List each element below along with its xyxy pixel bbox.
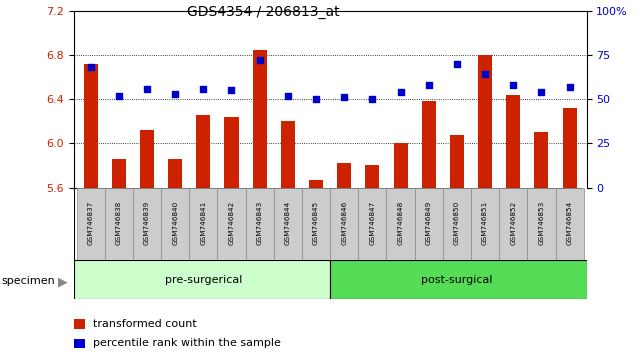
Text: GSM746844: GSM746844 <box>285 200 291 245</box>
Point <box>537 89 547 95</box>
Bar <box>112 159 126 188</box>
Bar <box>274 188 302 260</box>
Text: GSM746853: GSM746853 <box>538 200 544 245</box>
Bar <box>387 188 415 260</box>
Bar <box>217 188 246 260</box>
Point <box>367 96 378 102</box>
Bar <box>556 188 584 260</box>
Text: GDS4354 / 206813_at: GDS4354 / 206813_at <box>187 5 339 19</box>
Point <box>395 89 406 95</box>
Bar <box>528 188 556 260</box>
Bar <box>330 188 358 260</box>
Text: GSM746854: GSM746854 <box>567 200 572 245</box>
Bar <box>499 188 528 260</box>
Point <box>85 64 96 70</box>
Text: specimen: specimen <box>1 276 55 286</box>
Bar <box>563 108 577 188</box>
Bar <box>415 188 443 260</box>
Text: GSM746849: GSM746849 <box>426 200 432 245</box>
Bar <box>281 121 295 188</box>
Bar <box>196 115 210 188</box>
Point <box>424 82 434 88</box>
Text: GSM746840: GSM746840 <box>172 200 178 245</box>
Bar <box>168 159 182 188</box>
Bar <box>189 188 217 260</box>
Point <box>226 87 237 93</box>
Text: GSM746850: GSM746850 <box>454 200 460 245</box>
Point <box>254 57 265 63</box>
Text: transformed count: transformed count <box>93 319 197 329</box>
Point <box>339 95 349 100</box>
Text: GSM746842: GSM746842 <box>228 200 235 245</box>
Point <box>283 93 293 98</box>
Bar <box>246 188 274 260</box>
Bar <box>74 260 330 299</box>
Bar <box>422 101 436 188</box>
Text: ▶: ▶ <box>58 275 68 288</box>
Point <box>142 86 152 91</box>
Bar <box>309 180 323 188</box>
Text: GSM746848: GSM746848 <box>397 200 404 245</box>
Point <box>565 84 575 90</box>
Text: GSM746837: GSM746837 <box>88 200 94 245</box>
Bar <box>394 143 408 188</box>
Point <box>508 82 519 88</box>
Bar <box>535 132 549 188</box>
Bar <box>83 64 97 188</box>
Text: GSM746851: GSM746851 <box>482 200 488 245</box>
Bar <box>450 135 464 188</box>
Bar <box>140 130 154 188</box>
Bar <box>133 188 161 260</box>
Bar <box>104 188 133 260</box>
Text: GSM746843: GSM746843 <box>256 200 263 245</box>
Text: GSM746841: GSM746841 <box>201 200 206 245</box>
Point <box>113 93 124 98</box>
Bar <box>443 188 471 260</box>
Point <box>170 91 180 97</box>
Text: percentile rank within the sample: percentile rank within the sample <box>93 338 281 348</box>
Text: GSM746847: GSM746847 <box>369 200 376 245</box>
Bar <box>337 163 351 188</box>
Text: pre-surgerical: pre-surgerical <box>165 275 242 285</box>
Bar <box>253 51 267 188</box>
Text: GSM746846: GSM746846 <box>341 200 347 245</box>
Bar <box>478 55 492 188</box>
Bar <box>471 188 499 260</box>
Bar <box>302 188 330 260</box>
Bar <box>506 95 520 188</box>
Text: GSM746839: GSM746839 <box>144 200 150 245</box>
Text: GSM746838: GSM746838 <box>116 200 122 245</box>
Text: post-surgical: post-surgical <box>421 275 493 285</box>
Point <box>198 86 208 91</box>
Bar <box>224 117 238 188</box>
Bar <box>76 188 104 260</box>
Point <box>311 96 321 102</box>
Bar <box>365 166 379 188</box>
Text: GSM746845: GSM746845 <box>313 200 319 245</box>
Text: GSM746852: GSM746852 <box>510 200 516 245</box>
Bar <box>358 188 387 260</box>
Bar <box>330 260 587 299</box>
Point <box>452 61 462 67</box>
Point <box>480 72 490 77</box>
Bar <box>161 188 189 260</box>
